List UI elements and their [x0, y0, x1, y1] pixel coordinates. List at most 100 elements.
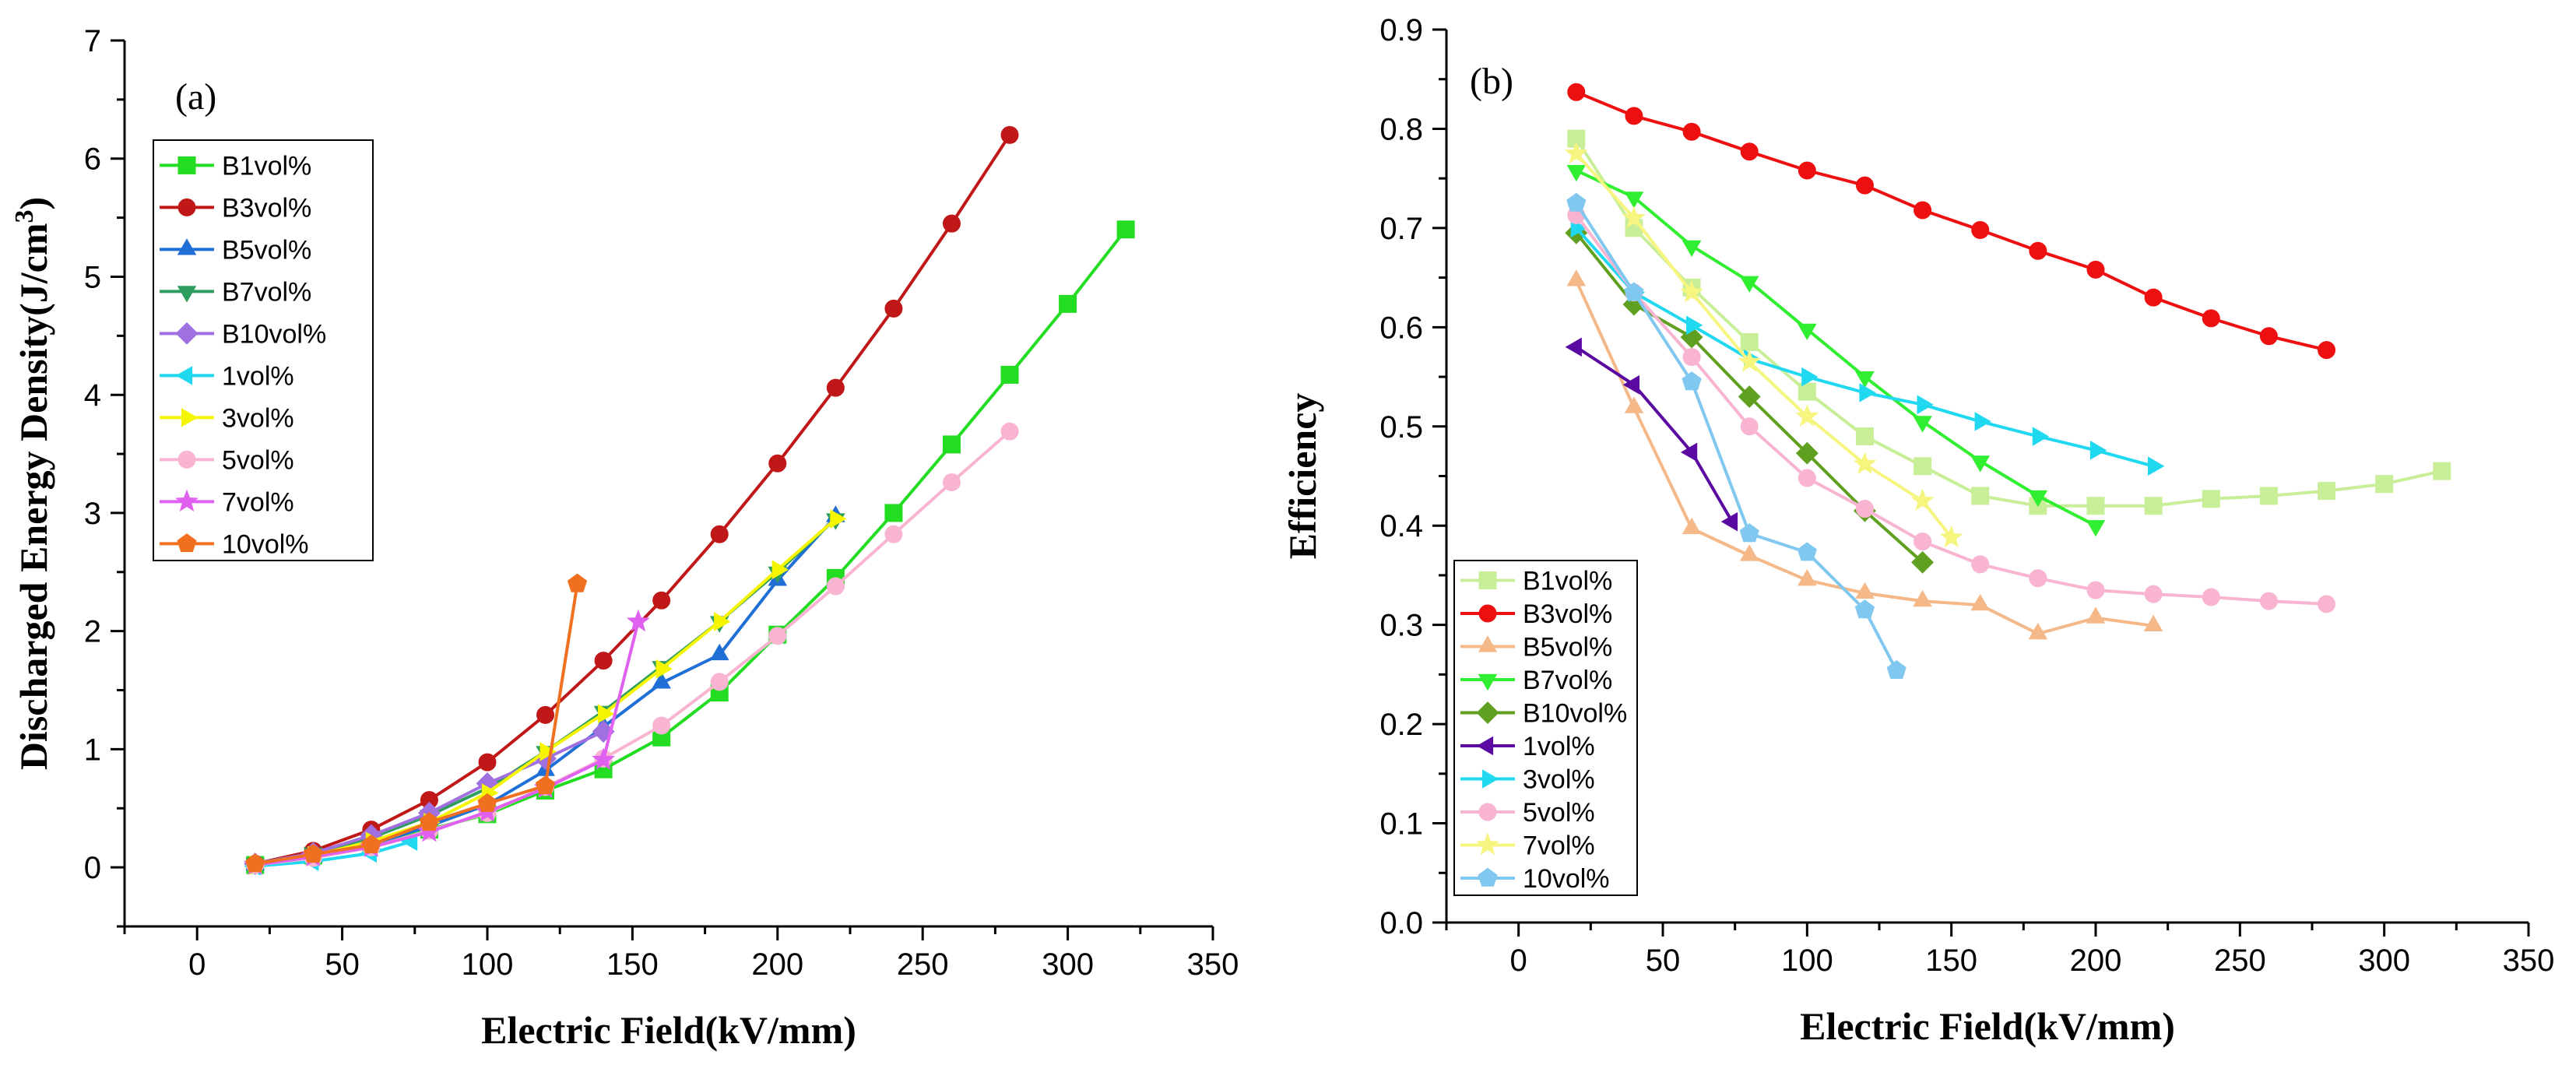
legend-label: B1vol%	[1523, 567, 1612, 596]
series-B7vol%	[245, 513, 845, 875]
data-point	[1622, 374, 1639, 395]
legend-label: 1vol%	[222, 361, 294, 391]
legend-marker	[181, 408, 199, 427]
y-tick-label: 0.7	[1379, 212, 1423, 246]
panel-b: 0 50 100 150 200 250 300 350 0.0 0.1 0.2 0.3 0.4 0.5 0…	[1281, 13, 2554, 1048]
data-point	[1855, 427, 1874, 446]
series-7vol%	[1564, 141, 1963, 548]
data-point	[567, 573, 588, 592]
data-point	[303, 844, 323, 863]
data-point	[1740, 332, 1759, 351]
series-10vol%	[245, 573, 588, 873]
x-tick-label: 200	[751, 947, 803, 982]
data-point	[2202, 490, 2220, 508]
data-point	[539, 742, 557, 761]
series-3vol%	[249, 509, 847, 875]
data-point	[1739, 276, 1759, 293]
data-point	[2148, 456, 2165, 476]
data-point	[419, 812, 440, 831]
data-point	[1566, 269, 1587, 286]
legend-marker	[177, 533, 197, 553]
legend-marker	[1476, 736, 1494, 756]
data-point	[598, 704, 615, 724]
data-point	[1680, 279, 1704, 303]
legend-marker	[177, 286, 197, 303]
data-point	[1798, 469, 1816, 487]
series-7vol%	[243, 609, 650, 875]
data-point	[1680, 325, 1703, 349]
data-point	[1853, 452, 1877, 474]
panel-label: (b)	[1470, 61, 1513, 102]
series-1vol%	[1565, 337, 1738, 532]
legend-label: B7vol%	[1523, 666, 1612, 695]
data-point	[826, 378, 845, 397]
data-point	[1970, 594, 1991, 611]
y-tick-label: 0.0	[1379, 906, 1423, 940]
data-point	[830, 509, 847, 529]
data-point	[2028, 490, 2048, 508]
data-point	[655, 659, 673, 679]
series-B1vol%	[246, 220, 1135, 874]
data-point	[1917, 395, 1934, 415]
series-B3vol%	[1567, 83, 2336, 360]
data-point	[714, 612, 731, 631]
data-point	[1855, 371, 1875, 388]
data-point	[2318, 482, 2336, 501]
data-point	[710, 525, 729, 543]
data-point	[1971, 487, 1990, 505]
data-point	[1624, 192, 1644, 209]
data-point	[1801, 367, 1819, 387]
data-point	[1795, 441, 1819, 465]
data-point	[884, 525, 903, 543]
data-point	[884, 504, 903, 522]
series-line	[1575, 169, 2096, 527]
series-line	[255, 839, 413, 868]
data-point	[1910, 488, 1935, 511]
legend-label: 3vol%	[1523, 765, 1595, 795]
data-point	[1566, 164, 1587, 182]
series-line	[1575, 346, 1734, 523]
legend: B1vol% B3vol% B5vol% B7vol% B10vol% 1vol% 3vol…	[153, 139, 374, 561]
series-line	[1575, 214, 2327, 606]
legend-label: B3vol%	[222, 193, 311, 223]
data-point	[2143, 614, 2163, 631]
data-point	[1738, 385, 1761, 409]
data-point	[1971, 220, 1990, 239]
data-point	[1795, 404, 1819, 427]
data-point	[1797, 542, 1817, 561]
data-point	[2202, 309, 2220, 328]
data-point	[2202, 588, 2220, 606]
data-point	[1911, 550, 1935, 574]
data-point	[1739, 544, 1759, 561]
series-5vol%	[1567, 206, 2336, 613]
series-line	[1575, 152, 1953, 539]
y-tick-label: 0.1	[1379, 807, 1423, 842]
data-point	[1567, 83, 1586, 101]
legend-label: B5vol%	[222, 235, 311, 265]
data-point	[626, 609, 650, 632]
series-line	[255, 517, 837, 867]
legend-marker	[1478, 571, 1497, 589]
data-point	[1000, 422, 1019, 441]
data-point	[1720, 511, 1738, 532]
y-tick-label: 4	[84, 378, 101, 413]
x-tick-label: 50	[1646, 944, 1681, 978]
y-tick-label: 0.9	[1379, 13, 1423, 47]
y-tick-label: 0.2	[1379, 708, 1423, 742]
data-point	[1682, 240, 1702, 257]
data-point	[768, 627, 787, 645]
data-point	[1000, 125, 1019, 144]
legend-marker	[175, 322, 199, 345]
legend-label: 10vol%	[222, 529, 309, 559]
data-point	[1565, 337, 1582, 357]
x-tick-label: 150	[606, 947, 659, 982]
x-tick-label: 150	[1925, 944, 1977, 978]
data-point	[1000, 365, 1019, 384]
data-point	[1624, 282, 1644, 301]
data-point	[535, 775, 556, 795]
legend-marker	[1478, 803, 1497, 821]
data-point	[2144, 288, 2163, 307]
data-point	[1740, 417, 1759, 436]
x-tick-label: 0	[188, 947, 206, 982]
y-tick-label: 3	[84, 497, 101, 531]
